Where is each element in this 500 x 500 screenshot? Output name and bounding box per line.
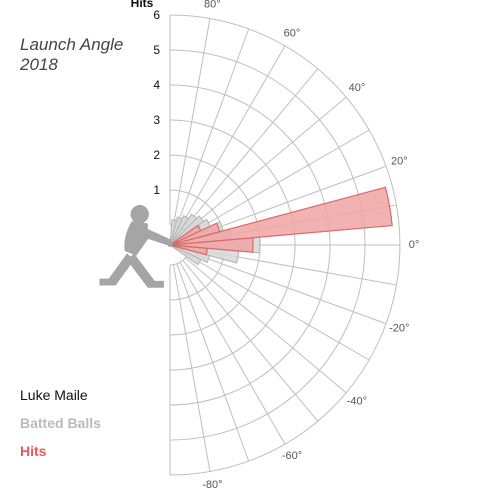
batter-silhouette <box>100 205 171 288</box>
angle-tick-label: -60° <box>282 450 302 462</box>
radial-tick-label: 4 <box>153 78 160 92</box>
chart-title-line1: Launch Angle <box>20 35 123 54</box>
legend-batted-balls: Batted Balls <box>20 415 101 431</box>
legend-hits: Hits <box>20 443 47 459</box>
angle-tick-label: 40° <box>349 82 366 94</box>
radial-axis-label: Hits <box>131 0 154 10</box>
radial-tick-label: 1 <box>153 183 160 197</box>
launch-angle-chart: Launch Angle 2018 Luke Maile Batted Ball… <box>0 0 500 500</box>
radial-tick-label: 6 <box>153 8 160 22</box>
angle-tick-label: -40° <box>347 396 367 408</box>
chart-title-line2: 2018 <box>19 55 58 74</box>
legend-player-name: Luke Maile <box>20 387 88 403</box>
angle-tick-label: 80° <box>204 0 221 11</box>
radial-tick-labels: 1 2 3 4 5 6 <box>153 8 160 197</box>
angle-tick-label: 60° <box>284 28 301 40</box>
radial-tick-label: 3 <box>153 113 160 127</box>
angle-tick-label: -80° <box>202 479 222 491</box>
radial-tick-label: 2 <box>153 148 160 162</box>
angle-tick-label: 0° <box>409 239 420 251</box>
angle-tick-label: -20° <box>389 322 409 334</box>
angle-tick-label: 20° <box>391 155 408 167</box>
radial-tick-label: 5 <box>153 43 160 57</box>
